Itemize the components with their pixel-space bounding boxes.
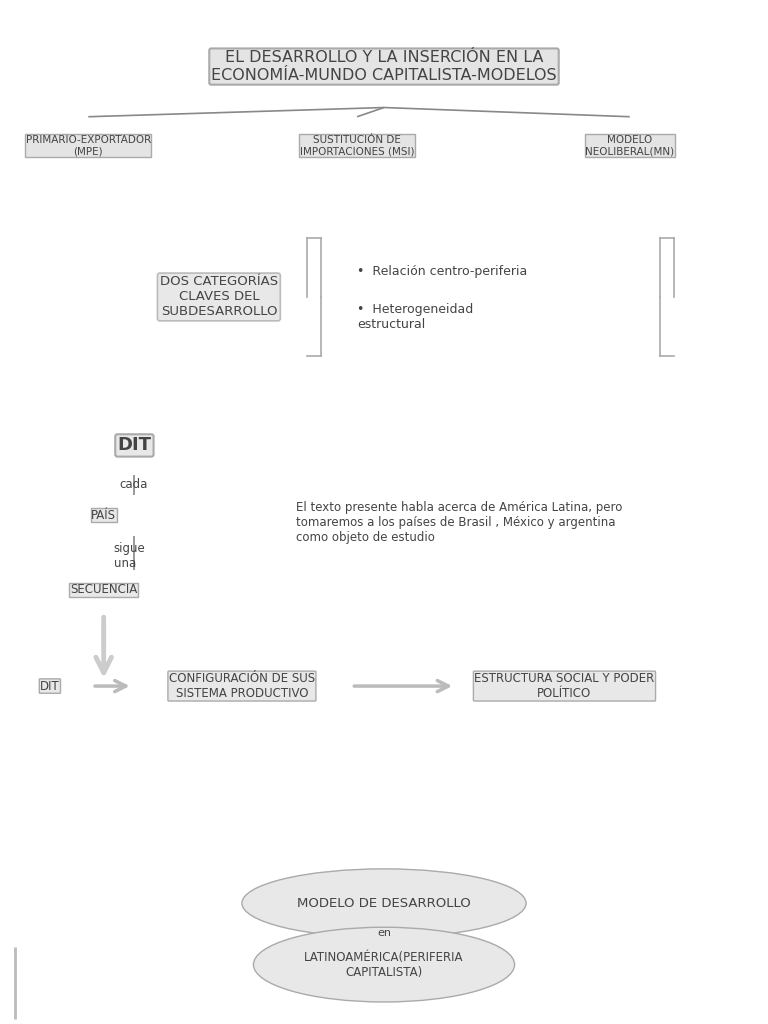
Text: LATINOAMÉRICA(PERIFERIA
CAPITALISTA): LATINOAMÉRICA(PERIFERIA CAPITALISTA) — [304, 950, 464, 979]
Text: MODELO DE DESARROLLO: MODELO DE DESARROLLO — [297, 897, 471, 909]
Text: SUSTITUCIÓN DE
IMPORTACIONES (MSI): SUSTITUCIÓN DE IMPORTACIONES (MSI) — [300, 134, 415, 157]
Text: DIT: DIT — [40, 680, 60, 692]
Text: El texto presente habla acerca de América Latina, pero
tomaremos a los países de: El texto presente habla acerca de Améric… — [296, 501, 622, 544]
Text: cada: cada — [119, 478, 147, 490]
Text: PRIMARIO-EXPORTADOR
(MPE): PRIMARIO-EXPORTADOR (MPE) — [25, 134, 151, 157]
Text: sigue
una: sigue una — [114, 542, 145, 570]
Text: EL DESARROLLO Y LA INSERCIÓN EN LA
ECONOMÍA-MUNDO CAPITALISTA-MODELOS: EL DESARROLLO Y LA INSERCIÓN EN LA ECONO… — [211, 50, 557, 83]
Text: ESTRUCTURA SOCIAL Y PODER
POLÍTICO: ESTRUCTURA SOCIAL Y PODER POLÍTICO — [475, 672, 654, 700]
Text: CONFIGURACIÓN DE SUS
SISTEMA PRODUCTIVO: CONFIGURACIÓN DE SUS SISTEMA PRODUCTIVO — [169, 672, 315, 700]
Ellipse shape — [242, 868, 526, 938]
Text: en: en — [377, 928, 391, 938]
Text: DIT: DIT — [118, 436, 151, 455]
Ellipse shape — [253, 928, 515, 1001]
Text: PAÍS: PAÍS — [91, 509, 116, 521]
Text: DOS CATEGORÍAS
CLAVES DEL
SUBDESARROLLO: DOS CATEGORÍAS CLAVES DEL SUBDESARROLLO — [160, 275, 278, 318]
Text: MODELO
NEOLIBERAL(MN): MODELO NEOLIBERAL(MN) — [585, 134, 674, 157]
Text: SECUENCIA: SECUENCIA — [70, 584, 137, 596]
Text: •  Heterogeneidad
estructural: • Heterogeneidad estructural — [357, 303, 473, 332]
Text: •  Relación centro-periferia: • Relación centro-periferia — [357, 265, 528, 278]
